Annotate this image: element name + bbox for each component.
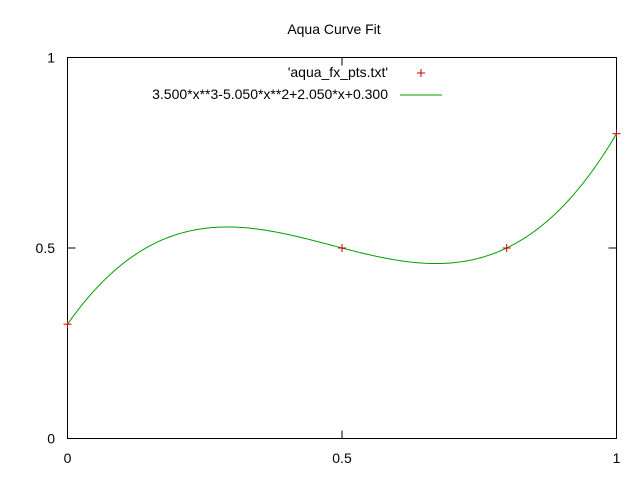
chart-title: Aqua Curve Fit [287, 21, 380, 37]
y-tick-label: 0.5 [36, 240, 56, 256]
y-tick-label: 1 [47, 50, 55, 66]
x-tick-label: 0.5 [332, 450, 352, 466]
legend-entry-line-label: 3.500*x**3-5.050*x**2+2.050*x+0.300 [152, 86, 388, 102]
x-tick-label: 0 [64, 450, 72, 466]
data-point-marker [502, 244, 511, 252]
data-points [63, 129, 621, 329]
x-axis-tick-labels: 0 0.5 1 [64, 450, 621, 466]
x-axis-ticks [67, 57, 617, 439]
y-tick-label: 0 [47, 431, 55, 447]
data-point-marker [63, 320, 72, 329]
data-point-marker [338, 244, 346, 252]
y-axis-tick-labels: 00.51 [36, 50, 56, 447]
data-point-marker [612, 129, 621, 138]
fit-curve-line [67, 133, 617, 325]
y-axis-ticks [67, 57, 617, 439]
legend-entry-points-label: 'aqua_fx_pts.txt' [288, 64, 388, 80]
x-tick-label: 1 [613, 450, 621, 466]
legend-entry-points-marker [417, 69, 425, 77]
legend: 'aqua_fx_pts.txt' 3.500*x**3-5.050*x**2+… [152, 64, 442, 102]
